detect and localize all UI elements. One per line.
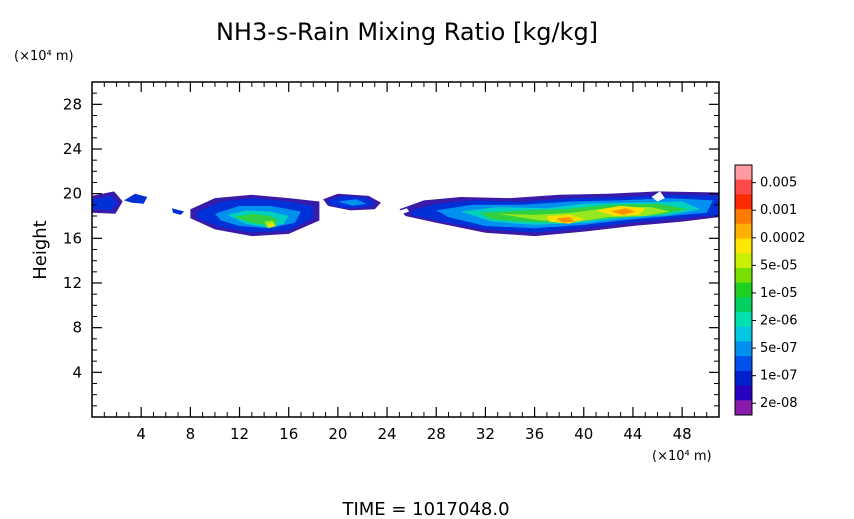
- colorbar-label: 0.001: [760, 203, 797, 218]
- cluster-a-peak: [267, 222, 274, 228]
- x-ticks: 4 8 12 16 20 24 28 32 36 40 44 48: [103, 82, 708, 443]
- colorbar-swatch: [735, 267, 752, 284]
- colorbar-swatch: [735, 370, 752, 387]
- y-ticks: 4 8 12 16 20 24 28: [63, 92, 719, 407]
- x-tick-label: 16: [279, 425, 298, 443]
- x-tick-label: 20: [328, 425, 347, 443]
- colorbar-swatch: [735, 253, 752, 269]
- band-gap-2: [393, 208, 410, 215]
- x-tick-label: 40: [574, 425, 593, 443]
- cell-left: [92, 195, 118, 211]
- cluster-b-peak-2: [610, 208, 636, 215]
- y-axis-label: Height: [30, 220, 51, 280]
- x-tick-label: 36: [525, 425, 544, 443]
- x-tick-label: 4: [136, 425, 146, 443]
- colorbar-label: 1e-05: [760, 286, 798, 301]
- x-tick-label: 44: [623, 425, 642, 443]
- x-tick-label: 32: [476, 425, 495, 443]
- colorbar-swatch: [735, 165, 752, 181]
- chart-title: NH3-s-Rain Mixing Ratio [kg/kg]: [216, 18, 598, 46]
- colorbar-swatch: [735, 223, 752, 240]
- time-footer: TIME = 1017048.0: [341, 499, 509, 519]
- y-tick-label: 16: [63, 229, 82, 247]
- colorbar-swatch: [735, 400, 752, 416]
- colorbar-swatch: [735, 326, 752, 342]
- x-tick-label: 28: [427, 425, 446, 443]
- y-tick-label: 28: [63, 95, 82, 113]
- colorbar-label: 0.005: [760, 176, 797, 191]
- cell-speck: [171, 208, 185, 215]
- x-tick-label: 24: [378, 425, 397, 443]
- cell-mid-core: [337, 199, 367, 206]
- band-gap: [651, 191, 665, 202]
- colorbar-swatch: [735, 238, 752, 254]
- colorbar-swatch: [735, 341, 752, 357]
- colorbar-swatch: [735, 282, 752, 298]
- colorbar-label: 0.0002: [760, 231, 806, 246]
- colorbar-swatch: [735, 312, 752, 328]
- colorbar-swatch: [735, 209, 752, 225]
- y-unit-label: (×10⁴ m): [14, 49, 74, 64]
- x-tick-label: 8: [186, 425, 196, 443]
- colorbar-swatch: [735, 356, 752, 372]
- colorbar-label: 2e-08: [760, 396, 798, 411]
- colorbar-frame: [734, 164, 753, 416]
- cell-left-2: [124, 193, 148, 204]
- colorbar-swatch: [735, 194, 752, 210]
- y-tick-label: 8: [72, 319, 82, 337]
- colorbar-label: 5e-05: [760, 258, 798, 273]
- cluster-b-peak-1: [556, 217, 576, 223]
- x-tick-label: 48: [673, 425, 692, 443]
- y-tick-label: 4: [72, 363, 82, 381]
- colorbar-swatch: [735, 385, 752, 401]
- y-tick-label: 12: [63, 274, 82, 292]
- x-unit-label: (×10⁴ m): [652, 449, 712, 464]
- plot-frame: [91, 81, 720, 418]
- heatmap-layer: [92, 191, 719, 237]
- colorbar-swatch: [735, 297, 752, 313]
- y-tick-label: 20: [63, 185, 82, 203]
- y-tick-label: 24: [63, 140, 82, 158]
- colorbar-swatch: [735, 179, 752, 195]
- colorbar-label: 5e-07: [760, 341, 798, 356]
- x-tick-label: 12: [230, 425, 249, 443]
- colorbar-label: 1e-07: [760, 369, 798, 384]
- colorbar: 0.005 0.001 0.0002 5e-05 1e-05 2e-06 5e-07 1e-0…: [734, 164, 806, 416]
- colorbar-label: 2e-06: [760, 314, 798, 329]
